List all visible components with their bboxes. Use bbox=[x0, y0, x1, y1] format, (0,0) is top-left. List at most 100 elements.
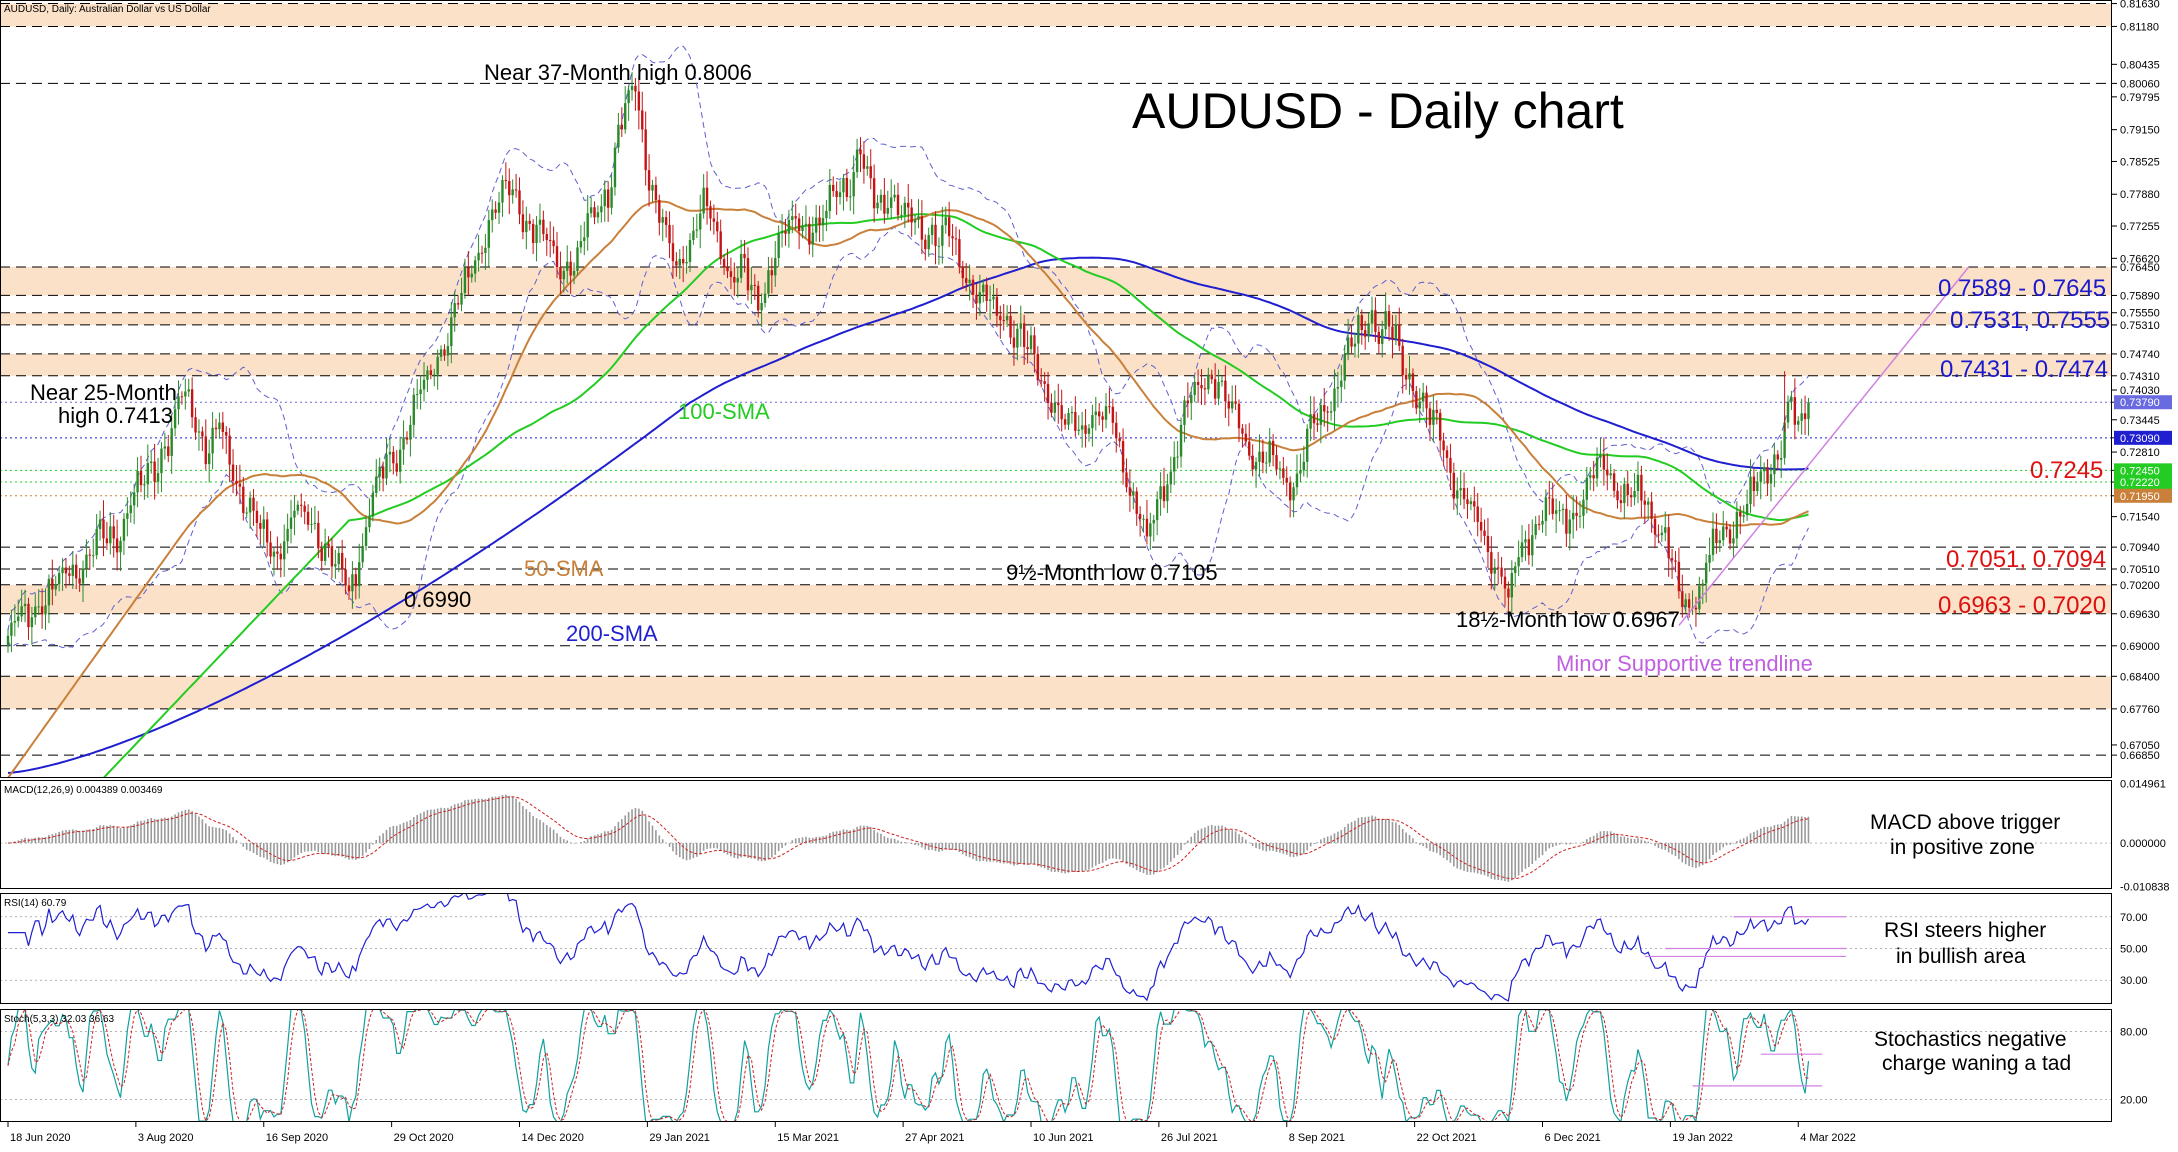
candle bbox=[627, 85, 630, 121]
candle bbox=[1074, 396, 1077, 437]
candle-body bbox=[1544, 497, 1548, 521]
price-level-badge bbox=[2114, 395, 2172, 410]
candle bbox=[364, 515, 368, 551]
candle bbox=[64, 558, 68, 589]
candle-body bbox=[1667, 527, 1670, 559]
candle bbox=[716, 211, 719, 243]
candle bbox=[572, 262, 576, 285]
minor-supportive-trendline bbox=[1678, 266, 1970, 626]
price-level-badge bbox=[2114, 430, 2172, 445]
candle bbox=[1681, 574, 1684, 618]
stoch-d-line bbox=[7, 1009, 1809, 1122]
support-resistance-zone bbox=[0, 266, 2112, 296]
candle-body bbox=[334, 564, 337, 567]
candle-body bbox=[535, 224, 538, 243]
candle bbox=[1295, 454, 1299, 496]
candle-body bbox=[1456, 490, 1459, 499]
candle bbox=[586, 195, 589, 251]
candle bbox=[351, 561, 354, 609]
candle-body bbox=[156, 473, 160, 482]
candle bbox=[1664, 511, 1667, 542]
candle bbox=[68, 565, 71, 585]
candle bbox=[57, 566, 61, 592]
candle bbox=[385, 438, 388, 486]
candle bbox=[825, 200, 828, 232]
candle bbox=[255, 501, 259, 538]
candle bbox=[681, 245, 685, 283]
candle bbox=[930, 217, 934, 245]
candle-body bbox=[613, 147, 617, 188]
candle bbox=[606, 181, 610, 222]
candle bbox=[1084, 409, 1087, 448]
candle bbox=[463, 258, 467, 299]
candle-body bbox=[57, 573, 61, 585]
candle bbox=[1479, 507, 1483, 543]
candle bbox=[115, 519, 119, 571]
candle-body bbox=[774, 258, 777, 276]
candle bbox=[651, 180, 654, 203]
candle-body bbox=[439, 349, 443, 357]
candle bbox=[1534, 515, 1537, 540]
candle bbox=[1326, 406, 1329, 432]
candle bbox=[849, 179, 852, 211]
candle bbox=[214, 418, 218, 439]
stoch-note-line1: Stochastics negative bbox=[1874, 1028, 2067, 1051]
candle bbox=[603, 180, 606, 222]
candle bbox=[941, 206, 944, 264]
macd-axis-label: 0.014961 bbox=[2120, 778, 2166, 790]
candle-body bbox=[920, 216, 924, 240]
candle bbox=[995, 288, 999, 328]
candle-body bbox=[982, 284, 985, 293]
y-axis-tick-label: 0.69630 bbox=[2120, 609, 2160, 621]
candle bbox=[620, 107, 623, 137]
candle bbox=[1227, 393, 1230, 427]
candle bbox=[1193, 375, 1196, 402]
candle-body bbox=[1016, 328, 1019, 348]
candle bbox=[453, 291, 456, 332]
candle bbox=[1404, 368, 1408, 390]
candle-body bbox=[1541, 520, 1544, 525]
candle-body bbox=[1725, 526, 1728, 530]
candle bbox=[1704, 554, 1708, 603]
candle bbox=[1670, 548, 1674, 579]
candle bbox=[1466, 487, 1469, 519]
candle-body bbox=[1476, 506, 1479, 522]
candle-body bbox=[501, 179, 504, 203]
candle bbox=[392, 446, 395, 475]
candle-body bbox=[405, 437, 409, 440]
candle-body bbox=[804, 223, 808, 226]
candle-body bbox=[381, 466, 385, 479]
y-axis-tick-label: 0.73445 bbox=[2120, 415, 2160, 427]
candle-body bbox=[214, 427, 218, 430]
candle-body bbox=[1121, 441, 1125, 473]
candle-body bbox=[736, 277, 739, 283]
candle bbox=[531, 219, 535, 255]
candle-body bbox=[791, 216, 794, 220]
candle bbox=[1762, 462, 1766, 485]
candle bbox=[927, 227, 930, 257]
x-axis-tick-label: 4 Mar 2022 bbox=[1800, 1132, 1856, 1144]
annotation-9m-low: 9½-Month low 0.7105 bbox=[1006, 560, 1218, 585]
candle-body bbox=[681, 258, 685, 264]
candle-body bbox=[1040, 380, 1043, 382]
candle-body bbox=[173, 409, 177, 429]
candle bbox=[739, 239, 743, 283]
candle bbox=[576, 240, 579, 276]
candle-body bbox=[1803, 413, 1807, 420]
candle-body bbox=[753, 284, 756, 286]
candle-body bbox=[1057, 402, 1060, 406]
candle-body bbox=[729, 271, 733, 277]
candle bbox=[552, 226, 555, 254]
candle-body bbox=[34, 606, 37, 618]
candle bbox=[555, 232, 559, 278]
candle bbox=[814, 204, 818, 242]
candle bbox=[1258, 434, 1261, 477]
candle bbox=[733, 262, 736, 297]
candle bbox=[480, 245, 484, 264]
price-level-badge bbox=[2114, 463, 2172, 478]
x-axis-tick-label: 10 Jun 2021 bbox=[1033, 1132, 1094, 1144]
candle bbox=[1302, 445, 1305, 477]
candle bbox=[705, 171, 709, 225]
candle-body bbox=[139, 470, 143, 486]
candle bbox=[910, 199, 913, 237]
